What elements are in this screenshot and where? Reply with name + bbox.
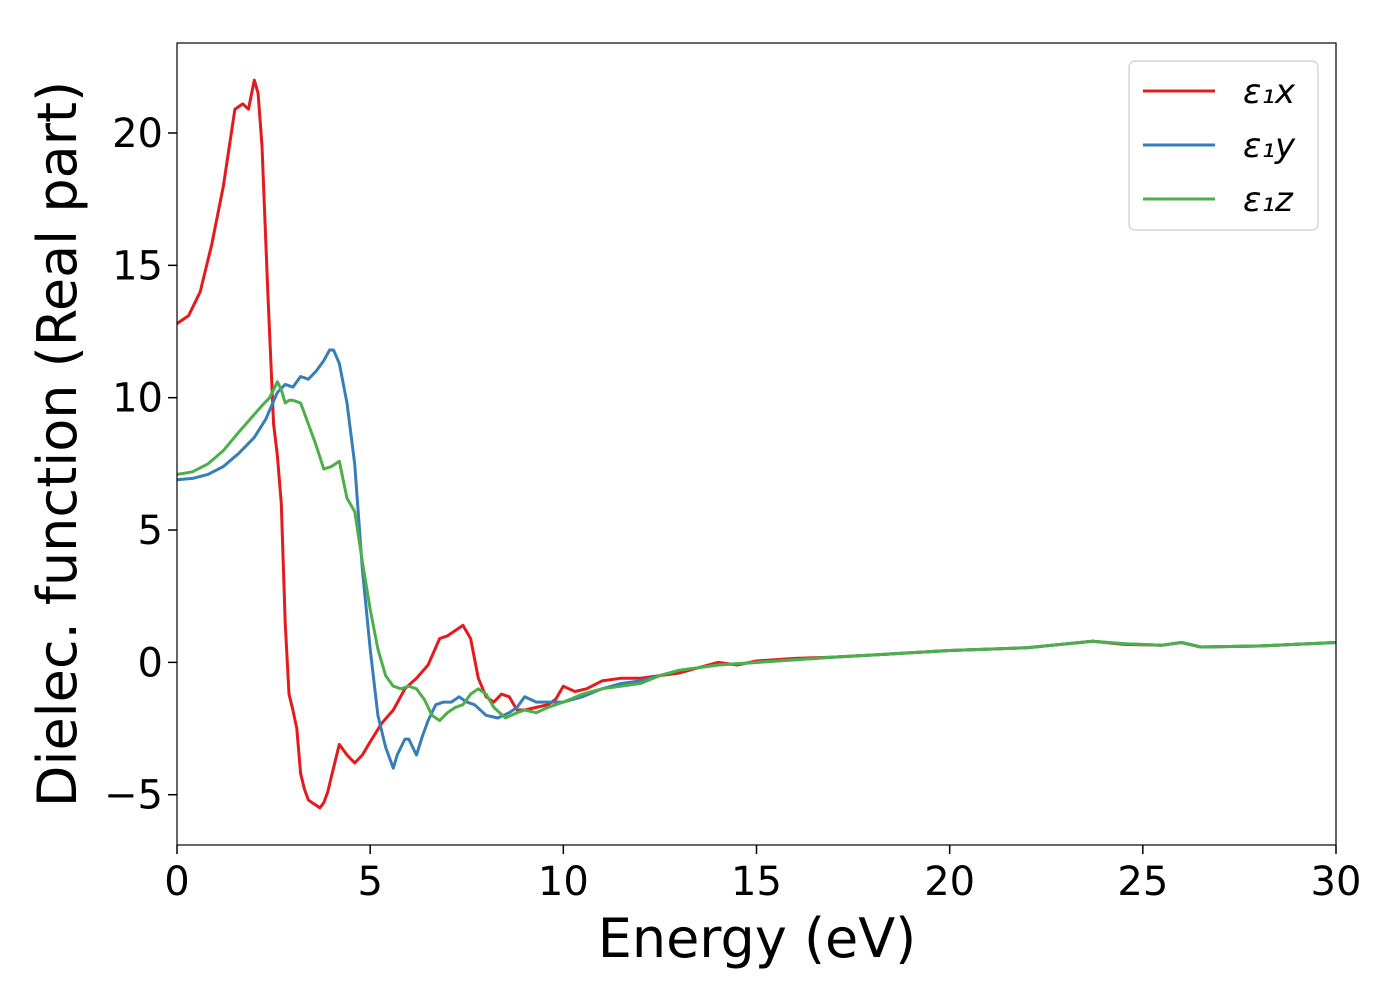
y-tick-label: 20 — [112, 111, 163, 157]
legend-box — [1128, 60, 1319, 231]
x-tick-label: 10 — [538, 859, 589, 905]
y-tick-label: 15 — [112, 243, 163, 289]
x-axis-label: Energy (eV) — [598, 907, 917, 970]
y-tick-label: −5 — [104, 773, 163, 819]
x-tick-label: 15 — [731, 859, 782, 905]
x-tick-label: 20 — [924, 859, 975, 905]
legend-label-2: ε₁y — [1243, 126, 1296, 166]
x-tick-label: 0 — [164, 859, 189, 905]
y-tick-label: 0 — [138, 640, 163, 686]
y-axis-label: Dielec. function (Real part) — [26, 81, 89, 807]
y-axis: −5 0 5 10 15 20 — [104, 111, 177, 819]
legend-label-3: ε₁z — [1243, 180, 1294, 220]
x-tick-label: 5 — [357, 859, 382, 905]
y-tick-label: 10 — [112, 376, 163, 422]
y-tick-label: 5 — [138, 508, 163, 554]
x-axis: 0 5 10 15 20 25 30 — [164, 845, 1361, 905]
x-tick-label: 25 — [1117, 859, 1168, 905]
series-line-3 — [177, 380, 1336, 723]
series-line-2 — [177, 348, 1336, 770]
legend: ε₁x ε₁y ε₁z — [1128, 60, 1319, 231]
x-tick-label: 30 — [1311, 859, 1362, 905]
legend-label-1: ε₁x — [1243, 72, 1296, 112]
